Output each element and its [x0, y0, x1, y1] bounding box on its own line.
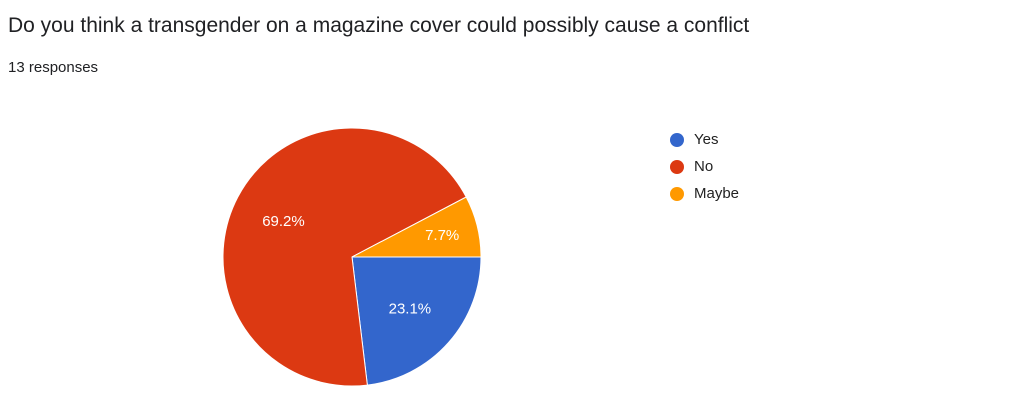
- legend: Yes No Maybe: [670, 126, 739, 207]
- response-count: 13 responses: [8, 59, 99, 76]
- legend-item-no[interactable]: No: [670, 153, 739, 180]
- data-label: 23.1%: [389, 300, 432, 317]
- legend-swatch: [670, 132, 684, 147]
- pie-slice-maybe[interactable]: [351, 196, 482, 258]
- pie-slice-no[interactable]: [222, 127, 467, 387]
- chart-title: Do you think a transgender on a magazine…: [8, 14, 750, 37]
- legend-label: Yes: [694, 131, 719, 148]
- legend-item-yes[interactable]: Yes: [670, 126, 739, 153]
- legend-swatch: [670, 186, 684, 201]
- legend-label: Maybe: [694, 185, 740, 202]
- legend-item-maybe[interactable]: Maybe: [670, 180, 739, 207]
- legend-label: No: [694, 158, 714, 175]
- data-label: 69.2%: [262, 213, 305, 230]
- data-label: 7.7%: [425, 227, 459, 244]
- pie-slice-yes[interactable]: [351, 256, 482, 386]
- legend-swatch: [670, 159, 684, 174]
